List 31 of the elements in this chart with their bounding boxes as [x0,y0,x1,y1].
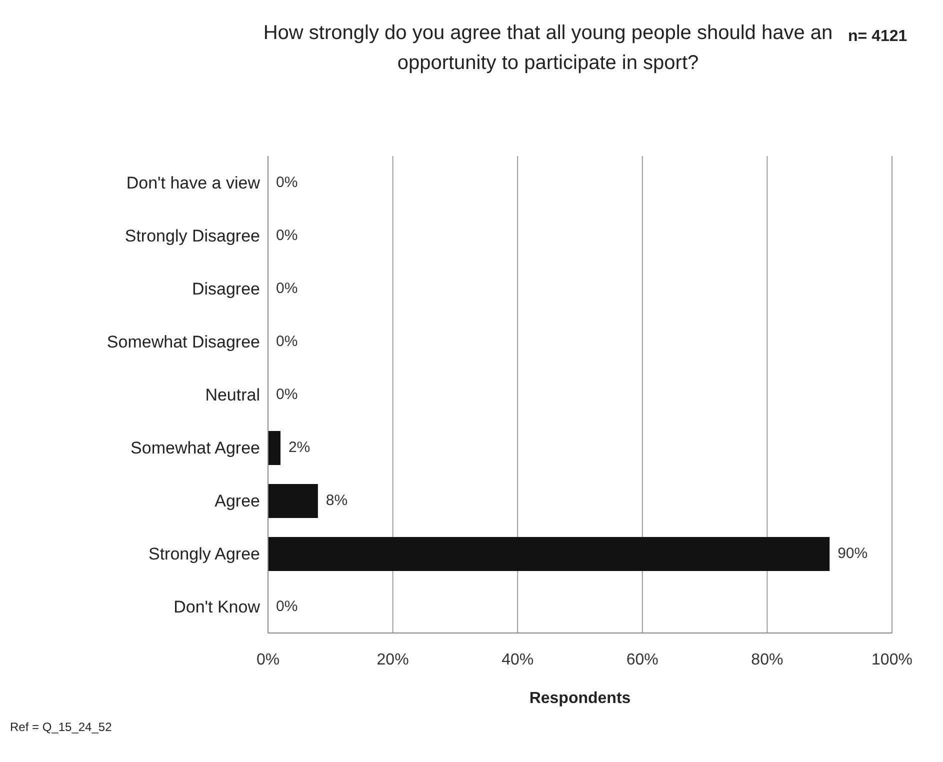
y-tick-label: Disagree [192,280,260,299]
text: n= 4121 [848,28,908,46]
data-label: 0% [276,227,298,244]
data-label: 90% [838,545,868,562]
y-tick-label: Strongly Disagree [124,226,260,246]
bar [268,537,830,571]
x-axis-title: Respondents [529,690,631,707]
x-tick-label: 100% [872,651,912,668]
y-tick-label: Agree [214,492,260,511]
data-label: 0% [276,174,298,191]
data-label: 0% [276,386,298,403]
bar [268,484,318,518]
chart-title: How strongly do you agree that all young people should have an opportunity to participate in sport? [262,21,834,76]
y-tick-label: Don't Know [174,598,261,617]
data-label: 0% [276,598,298,615]
x-tick-label: 80% [751,651,784,668]
y-tick-label: Don't have a view [126,174,261,193]
y-tick-label: Neutral [205,386,260,405]
data-label: 8% [326,492,348,509]
x-tick-label: 20% [376,651,409,668]
data-label: 0% [276,280,298,297]
bar [268,431,280,465]
data-label: 2% [288,439,310,456]
y-tick-label: Somewhat Agree [130,438,260,458]
y-tick-label: Strongly Agree [148,544,260,564]
x-tick-label: 60% [626,651,658,668]
text: Ref = Q_15_24_52 [10,720,112,734]
x-tick-label: 0% [256,651,280,668]
x-tick-label: 40% [502,651,534,668]
y-tick-label: Somewhat Disagree [106,332,260,352]
data-label: 0% [276,333,298,350]
